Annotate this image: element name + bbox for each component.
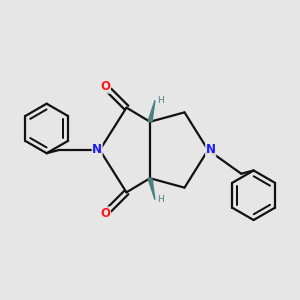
Text: O: O — [100, 80, 110, 93]
Text: N: N — [92, 143, 102, 157]
Text: H: H — [158, 195, 164, 204]
Polygon shape — [148, 100, 155, 122]
Text: O: O — [100, 207, 110, 220]
Polygon shape — [148, 178, 155, 200]
Text: N: N — [206, 143, 216, 157]
Text: H: H — [158, 96, 164, 105]
